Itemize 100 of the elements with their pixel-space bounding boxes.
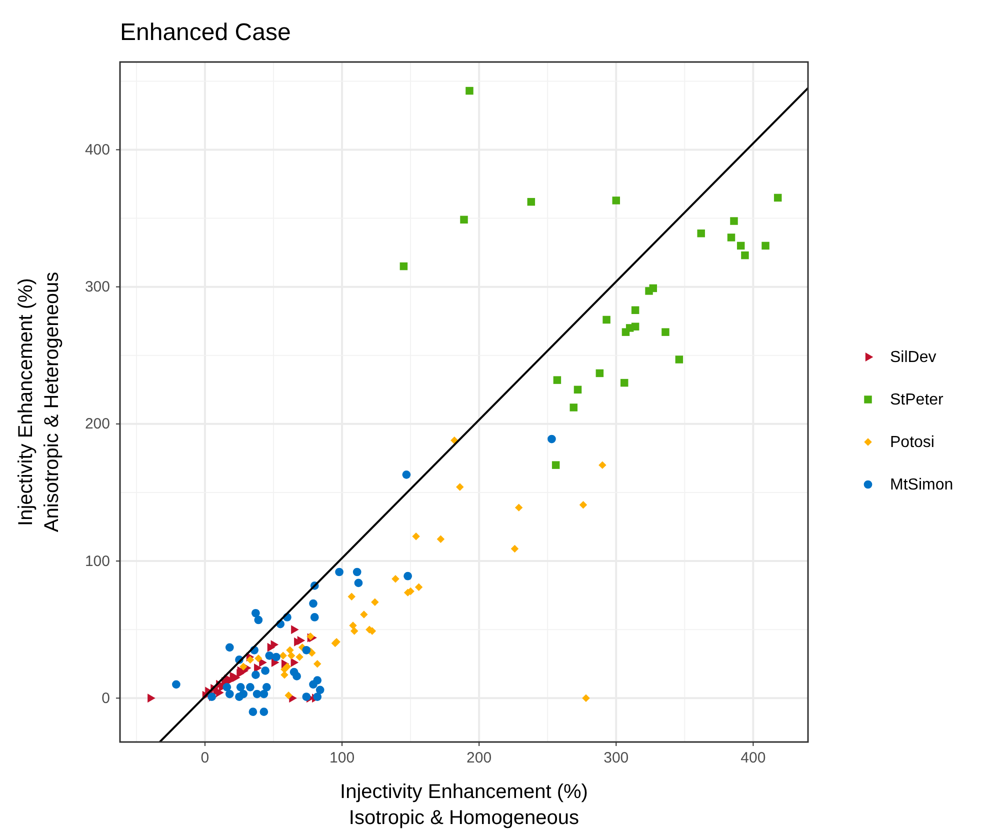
point [284, 692, 292, 700]
x-tick-label: 200 [466, 750, 492, 767]
point [527, 198, 536, 206]
point [254, 654, 262, 662]
x-tick-label: 100 [330, 750, 355, 767]
point [510, 544, 519, 553]
point [514, 504, 523, 512]
point [622, 328, 630, 336]
point [254, 616, 263, 624]
point [216, 688, 224, 698]
legend-label: MtSimon [890, 476, 954, 494]
point [412, 532, 420, 540]
point [235, 692, 244, 701]
point [222, 682, 232, 692]
point [736, 242, 745, 250]
y-tick-label: 400 [84, 142, 110, 159]
point [553, 376, 562, 384]
point [350, 627, 358, 635]
point [436, 535, 445, 543]
y-tick-label: 300 [84, 278, 110, 296]
point [225, 690, 234, 698]
point [460, 216, 468, 224]
point [251, 608, 260, 618]
point [296, 653, 304, 661]
point [290, 658, 299, 667]
point [302, 692, 311, 701]
point [239, 662, 248, 670]
x-tick-label: 400 [740, 750, 766, 767]
y-tick-label: 0 [102, 690, 110, 707]
point [662, 328, 670, 336]
point [400, 262, 408, 270]
point [302, 646, 311, 654]
legend-label: Potosi [890, 434, 934, 451]
point [552, 461, 560, 469]
point [313, 660, 322, 668]
y-tick-label: 100 [84, 552, 110, 570]
point [309, 680, 318, 689]
point [598, 461, 606, 469]
point [279, 652, 287, 660]
point [148, 694, 156, 703]
point [352, 568, 362, 576]
point [774, 194, 782, 202]
point [251, 670, 260, 679]
point [225, 643, 234, 652]
point [697, 230, 705, 238]
y-axis-title: Injectivity Enhancement (%) Anisotropic & Heterogeneous [15, 272, 63, 532]
point [548, 434, 556, 444]
y-tick-label: 200 [84, 416, 110, 433]
point [762, 242, 770, 250]
point [730, 217, 738, 225]
point [287, 652, 296, 660]
point [675, 356, 684, 364]
point [310, 613, 319, 622]
point [292, 672, 301, 680]
point [335, 568, 344, 576]
point [466, 86, 474, 95]
point [246, 682, 254, 692]
point [260, 690, 268, 698]
point [265, 651, 274, 660]
point [348, 592, 356, 601]
point [741, 251, 749, 260]
legend-label: StPeter [890, 392, 944, 408]
point [261, 666, 270, 675]
point [645, 287, 653, 295]
point [272, 652, 280, 662]
point [291, 625, 299, 634]
legend-label: SilDev [890, 349, 936, 366]
point [631, 306, 640, 314]
point [260, 708, 268, 716]
x-tick-label: 0 [200, 750, 210, 767]
point [456, 483, 464, 491]
point [570, 404, 578, 412]
point [404, 572, 412, 580]
x-tick-label: 300 [604, 750, 629, 767]
point [309, 599, 318, 608]
point [602, 316, 610, 324]
point [360, 610, 368, 618]
point [392, 574, 400, 583]
x-axis-title: Injectivity Enhancement (%) Isotropic & Homogeneous [340, 781, 588, 829]
point [620, 378, 628, 387]
point [402, 470, 411, 479]
chart-title: Enhanced Case [120, 19, 291, 46]
point [172, 680, 180, 689]
point [232, 673, 240, 682]
point [596, 369, 604, 378]
point [262, 682, 271, 692]
point [727, 234, 736, 242]
point [236, 682, 245, 692]
point [414, 583, 423, 591]
point [579, 500, 588, 509]
point [574, 386, 582, 394]
point [297, 636, 306, 646]
point [582, 694, 590, 702]
point [248, 708, 258, 716]
point [371, 598, 379, 606]
point [286, 646, 294, 654]
point [354, 578, 363, 588]
point [612, 196, 620, 204]
point [246, 656, 254, 664]
point [316, 686, 324, 694]
